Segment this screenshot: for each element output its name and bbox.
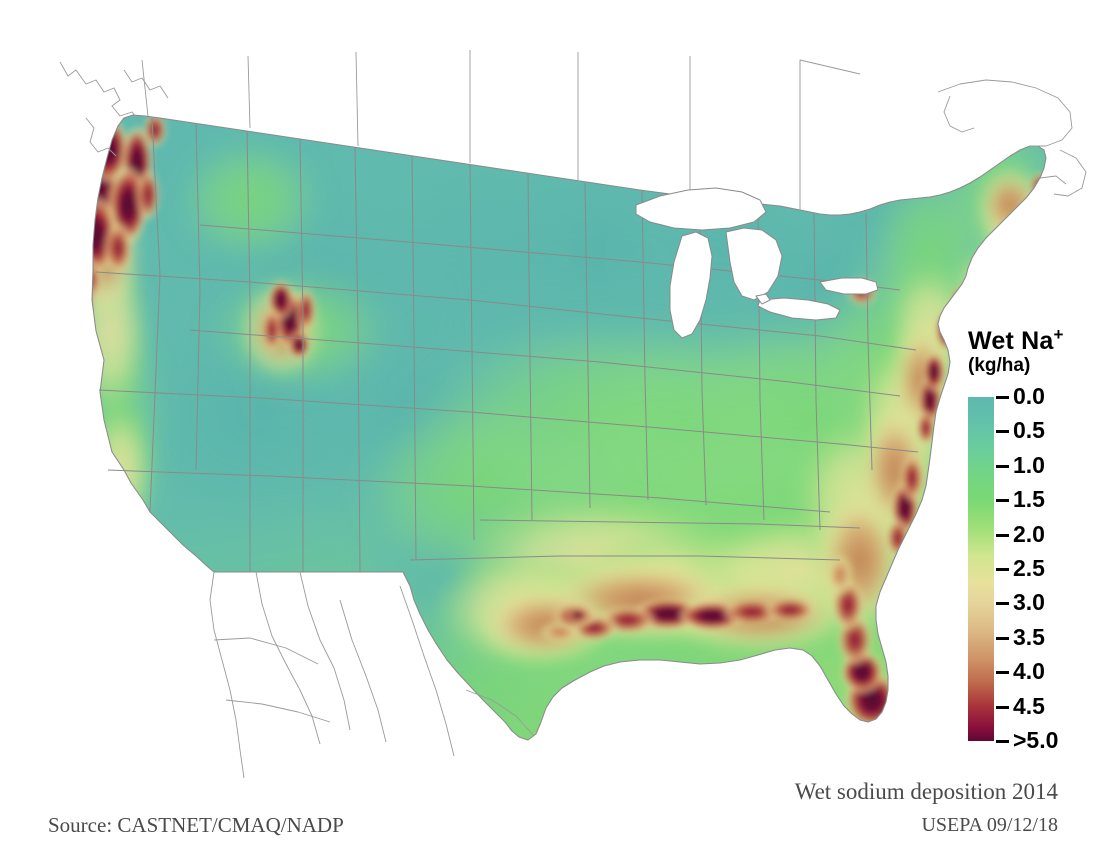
colorbar-tick bbox=[996, 602, 1009, 606]
colorbar-tick-label: 4.5 bbox=[1013, 692, 1045, 719]
canada-coastline bbox=[59, 61, 169, 157]
source-credit: Source: CASTNET/CMAQ/NADP bbox=[48, 813, 344, 837]
colorbar-tick bbox=[996, 533, 1009, 537]
lake-superior bbox=[635, 187, 767, 231]
colorbar-tick-label: 3.0 bbox=[1013, 589, 1045, 616]
legend-title: Wet Na+ bbox=[968, 326, 1064, 354]
colorbar-tick-label: 2.5 bbox=[1013, 555, 1045, 581]
colorbar-tick-label: 0.0 bbox=[1013, 383, 1045, 409]
lake-st-clair bbox=[755, 293, 771, 305]
legend-title-superscript: + bbox=[1053, 325, 1064, 344]
colorbar bbox=[968, 397, 994, 741]
figure-title: Wet sodium deposition 2014 bbox=[794, 779, 1058, 804]
canada-province-borders bbox=[141, 50, 861, 210]
colorbar-tick bbox=[996, 671, 1009, 675]
agency-stamp: USEPA 09/12/18 bbox=[921, 814, 1058, 836]
colorbar-tick bbox=[996, 568, 1009, 571]
colorbar-tick-label: 1.0 bbox=[1013, 451, 1045, 478]
legend-units: (kg/ha) bbox=[968, 355, 1031, 376]
lake-erie bbox=[757, 297, 841, 321]
great-lakes-layer bbox=[635, 187, 879, 339]
colorbar-tick-label: 0.5 bbox=[1013, 417, 1045, 444]
lake-michigan bbox=[669, 231, 713, 339]
lake-huron bbox=[725, 227, 783, 301]
colorbar-tick-label: >5.0 bbox=[1013, 727, 1059, 753]
colorbar-tick bbox=[996, 636, 1009, 640]
deposition-map bbox=[59, 50, 1087, 779]
hotspot-great-salt-lake bbox=[262, 280, 316, 359]
map-svg bbox=[59, 50, 1087, 779]
colorbar-tick bbox=[996, 430, 1009, 434]
colorbar-tick bbox=[996, 396, 1009, 399]
deposition-field-layer bbox=[92, 115, 1046, 730]
mexico-borders bbox=[209, 571, 535, 779]
hotspot-southeast-texas bbox=[553, 603, 597, 629]
colorbar-tick-label: 3.5 bbox=[1013, 623, 1045, 650]
colorbar-tick-label: 1.5 bbox=[1013, 486, 1045, 513]
lake-ontario bbox=[819, 277, 879, 295]
legend-title-text: Wet Na bbox=[968, 327, 1054, 355]
legend: Wet Na+ (kg/ha) 0.0 0.5 1.0 1.5 2.0 2.5 3.0 3.5… bbox=[958, 326, 1100, 756]
colorbar-tick bbox=[996, 464, 1009, 468]
colorbar-tick bbox=[996, 499, 1009, 503]
hotspot-delmarva bbox=[916, 352, 945, 446]
maritimes-coastline bbox=[937, 79, 1087, 197]
colorbar-tick-label: 2.0 bbox=[1013, 520, 1045, 547]
colorbar-tick bbox=[996, 705, 1009, 709]
colorbar-tick bbox=[996, 740, 1009, 743]
colorbar-tick-label: 4.0 bbox=[1013, 658, 1045, 685]
